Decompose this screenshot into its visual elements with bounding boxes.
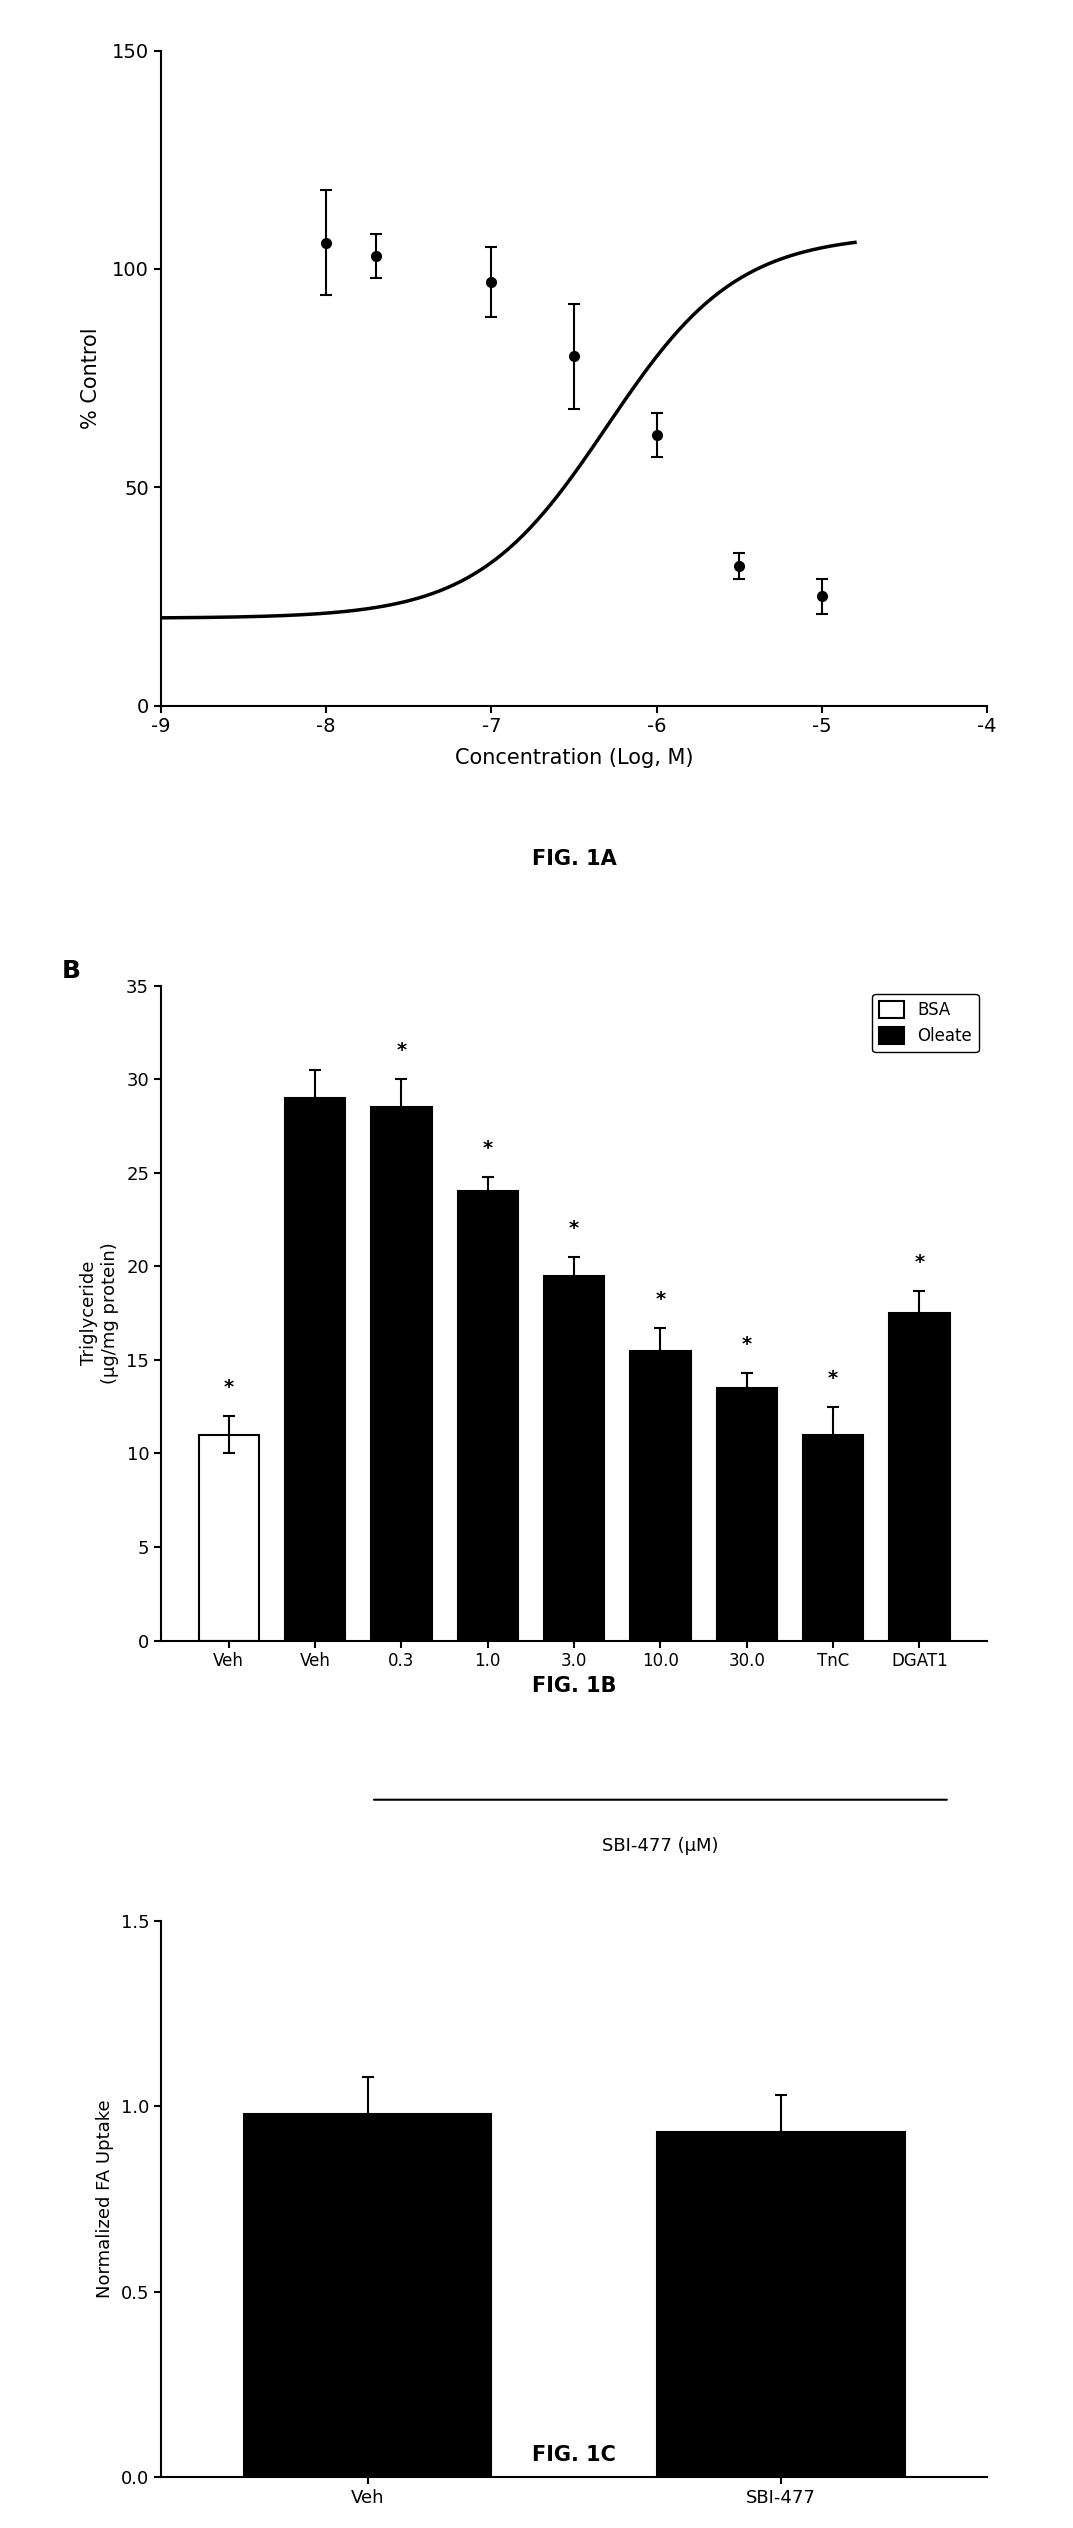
Bar (630, 1350, 691, 1641)
Text: B: B (62, 961, 80, 983)
Text: *: * (483, 1138, 493, 1158)
Bar (457, 1191, 518, 1641)
Text: *: * (223, 1378, 234, 1398)
X-axis label: Concentration (Log, M): Concentration (Log, M) (455, 748, 693, 769)
Text: FIG. 1A: FIG. 1A (532, 849, 616, 870)
Y-axis label: Triglyceride
(μg/mg protein): Triglyceride (μg/mg protein) (80, 1241, 119, 1383)
Bar (244, 2113, 491, 2477)
Bar (803, 1436, 864, 1641)
Text: FIG. 1C: FIG. 1C (532, 2445, 616, 2465)
Text: *: * (656, 1289, 665, 1310)
Legend: BSA, Oleate: BSA, Oleate (872, 994, 979, 1052)
Text: *: * (828, 1370, 838, 1388)
Text: *: * (396, 1042, 407, 1059)
Bar (657, 2131, 905, 2477)
Bar (371, 1107, 431, 1641)
Bar (890, 1312, 950, 1641)
Text: *: * (569, 1218, 579, 1239)
Bar (284, 1097, 346, 1641)
Bar (544, 1277, 604, 1641)
Bar (199, 1436, 259, 1641)
Bar (717, 1388, 777, 1641)
Text: *: * (914, 1254, 925, 1272)
Text: SBI-477 (μM): SBI-477 (μM) (602, 1838, 719, 1856)
Text: FIG. 1B: FIG. 1B (532, 1676, 616, 1696)
Y-axis label: Normalized FA Uptake: Normalized FA Uptake (95, 2101, 114, 2298)
Y-axis label: % Control: % Control (80, 326, 101, 430)
Text: *: * (741, 1335, 752, 1355)
